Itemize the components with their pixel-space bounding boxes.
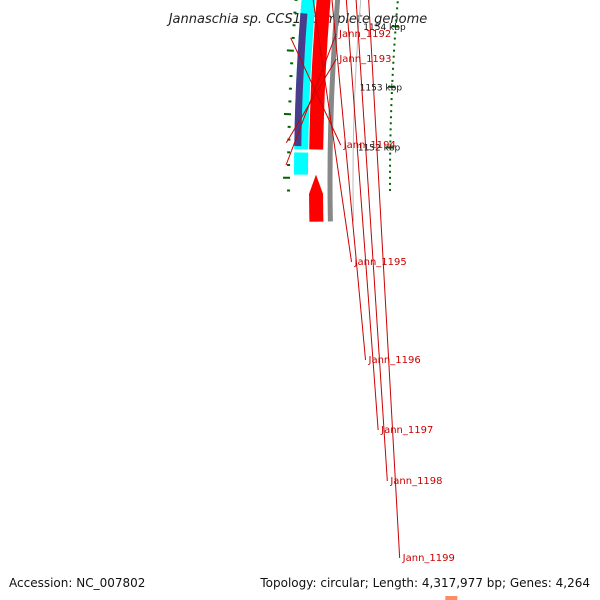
genome-summary-text: Topology: circular; Length: 4,317,977 bp… [259,576,590,590]
scale-dot [391,73,394,76]
accession-text: Accession: NC_007802 [9,576,145,590]
scale-dot [393,49,396,52]
backbone-arc [327,0,341,222]
kbp-label: 1153 kbp [360,83,403,93]
gene-leader [355,0,388,482]
scale-dot [389,170,392,173]
gene-leader [285,33,337,166]
gene-label: Jann_1198 [389,476,442,487]
gene-labels: Jann_1192 Jann_1193 Jann_1194 Jann_1195 Jann… [285,0,455,564]
kbp-label: 1154 kbp [363,23,406,33]
gene-label: Jann_1193 [338,54,391,65]
scale-dot [389,116,392,119]
scale-dot [389,152,392,155]
gene-label: Jann_1194 [343,140,396,151]
gene-label: Jann_1197 [380,425,433,436]
gene-leader [290,37,342,146]
scale-dot [389,140,392,143]
scale-dot [396,1,399,4]
scale-dot [395,19,398,22]
gene-label: Jann_1192 [338,29,391,40]
kbp-tick [391,25,399,28]
gene-leader [345,0,379,431]
gene-leader [312,0,353,263]
scale-dot [390,110,393,113]
scale-dot [395,13,398,16]
cog-block-1 [294,152,309,175]
cds-forward-2 [309,0,331,150]
scale-dot [389,158,392,161]
genome-ring [294,0,458,600]
gene-label: Jann_1195 [354,257,407,268]
scale-dot [390,104,393,107]
scale-dot [390,98,393,101]
scale-dot [393,43,396,46]
scale-dot [389,182,392,185]
cog-block-slate [294,13,308,147]
scale-dot [392,55,395,58]
scale-dot [391,79,394,82]
scale-dot [389,128,392,131]
cog-block-3 [300,0,316,15]
scale-dot [390,92,393,95]
scale-dot [389,134,392,137]
inner-guide-arc [352,0,362,222]
scale-dot [389,176,392,179]
scale-dot [389,188,392,191]
scale-dot [393,37,396,40]
gene-leader [368,0,401,559]
kbp-label: 1152 kbp [358,144,401,154]
partial-feature [445,596,458,600]
scale-dot [392,61,395,64]
cds-forward-1 [309,174,324,222]
gene-label: Jann_1199 [402,553,455,564]
gene-leader [331,0,367,361]
scale-dot [389,122,392,125]
scale-dot [391,67,394,70]
scale-dot [394,31,397,34]
map-title: Jannaschia sp. CCS1, complete genome [166,12,428,27]
scale-dot [396,7,399,10]
gene-leader [285,58,337,143]
gene-label: Jann_1196 [368,355,421,366]
scale-dot [389,164,392,167]
